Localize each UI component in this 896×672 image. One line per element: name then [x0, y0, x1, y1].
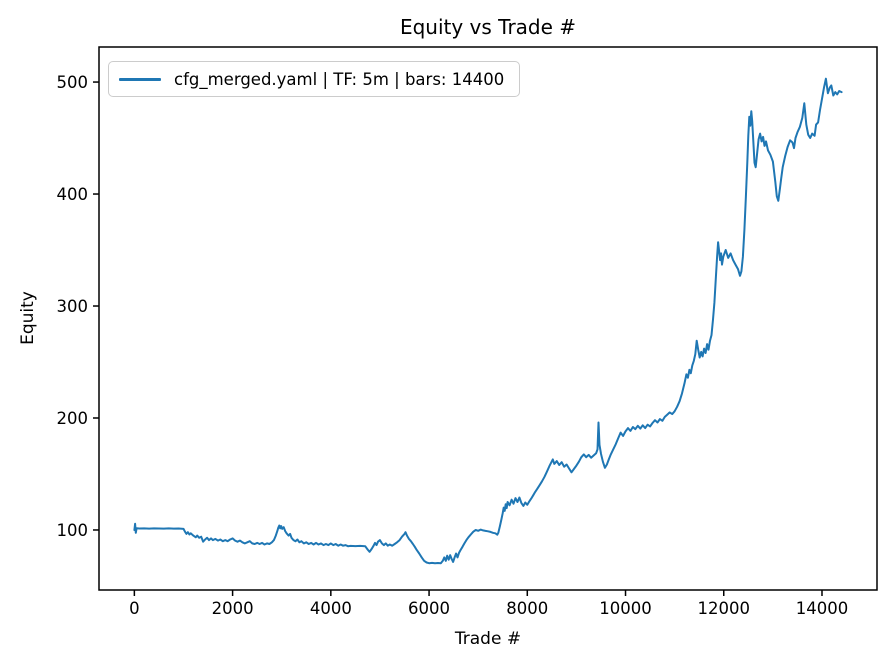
- x-tick-label: 14000: [796, 599, 849, 618]
- x-axis-label: Trade #: [454, 629, 522, 649]
- y-tick-label: 200: [57, 409, 89, 428]
- x-tick-label: 0: [129, 599, 140, 618]
- axes-spines: [98, 46, 878, 591]
- y-tick-label: 500: [57, 73, 89, 92]
- x-tick-label: 6000: [408, 599, 450, 618]
- ticks-layer: 0 2000 4000 6000 8000 10000 12000 14000 100 200 30…: [57, 73, 849, 618]
- equity-line-series: [133, 77, 843, 565]
- y-tick-label: 100: [57, 521, 89, 540]
- legend: cfg_merged.yaml | TF: 5m | bars: 14400: [108, 61, 521, 97]
- y-tick-label: 300: [57, 297, 89, 316]
- x-tick-label: 8000: [506, 599, 548, 618]
- x-tick-label: 2000: [212, 599, 254, 618]
- y-axis-label: Equity: [18, 291, 38, 345]
- chart-title: Equity vs Trade #: [399, 15, 577, 39]
- x-tick-label: 12000: [698, 599, 751, 618]
- legend-line-sample: [119, 77, 161, 81]
- x-tick-label: 10000: [599, 599, 652, 618]
- legend-label: cfg_merged.yaml | TF: 5m | bars: 14400: [174, 69, 505, 89]
- y-tick-label: 400: [57, 185, 89, 204]
- x-tick-label: 4000: [310, 599, 352, 618]
